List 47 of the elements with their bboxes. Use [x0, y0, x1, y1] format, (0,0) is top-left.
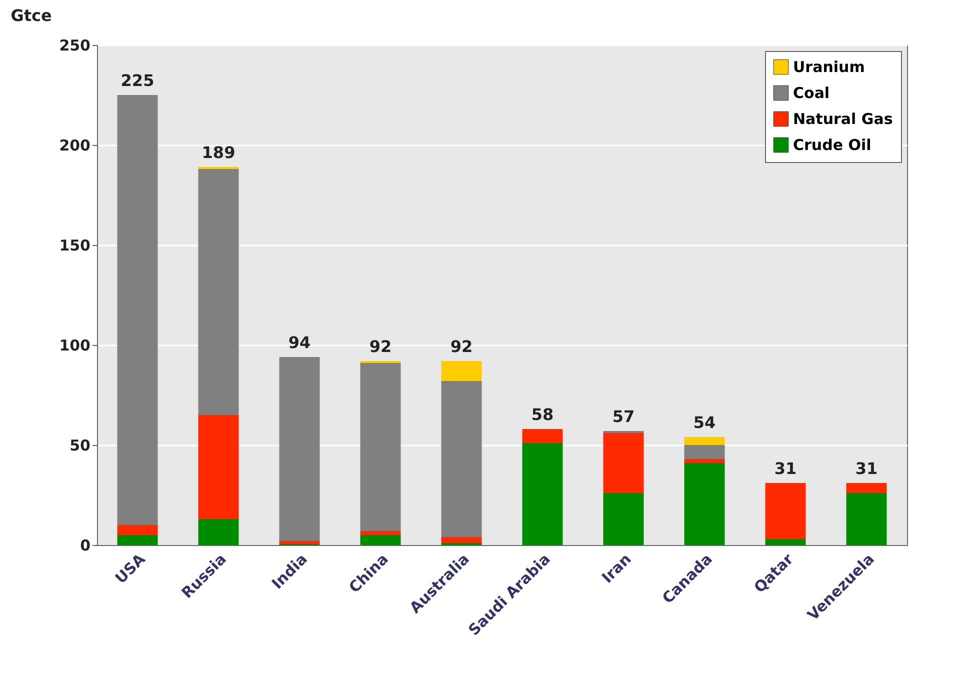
bar [765, 539, 806, 545]
y-tick-label: 200 [59, 136, 90, 154]
y-axis-title: Gtce [10, 6, 52, 25]
bar [522, 443, 563, 545]
legend-label: Uranium [793, 58, 865, 76]
bar [360, 531, 401, 535]
total-label: 94 [288, 333, 311, 352]
y-tick-label: 100 [59, 336, 90, 354]
bar [603, 493, 644, 545]
bar [279, 541, 320, 544]
y-tick-label: 150 [59, 236, 90, 254]
bar [198, 169, 239, 415]
bar [198, 519, 239, 545]
total-label: 58 [531, 405, 554, 424]
y-tick-label: 50 [70, 436, 90, 454]
total-label: 31 [774, 459, 797, 478]
total-label: 31 [855, 459, 878, 478]
bar [603, 433, 644, 493]
bar [684, 463, 725, 545]
total-label: 57 [612, 407, 635, 426]
total-label: 225 [120, 71, 154, 90]
bar [846, 493, 887, 545]
bar [117, 525, 158, 535]
total-label: 54 [693, 413, 716, 432]
total-label: 189 [202, 143, 236, 162]
bar [441, 361, 482, 381]
bar [684, 437, 725, 445]
bar [684, 459, 725, 463]
bar [360, 363, 401, 531]
bar [360, 535, 401, 545]
total-label: 92 [369, 337, 392, 356]
bar [117, 535, 158, 545]
bar [441, 381, 482, 537]
y-tick-label: 0 [80, 536, 90, 554]
bar [441, 537, 482, 543]
bar [765, 483, 806, 539]
bar [684, 445, 725, 459]
y-tick-label: 250 [59, 36, 90, 54]
bar [198, 415, 239, 519]
bar [846, 483, 887, 493]
bar [117, 95, 158, 525]
bar [522, 429, 563, 443]
legend-label: Crude Oil [793, 136, 872, 154]
bar [279, 357, 320, 541]
legend-label: Natural Gas [793, 110, 893, 128]
legend-label: Coal [793, 84, 830, 102]
total-label: 92 [450, 337, 473, 356]
